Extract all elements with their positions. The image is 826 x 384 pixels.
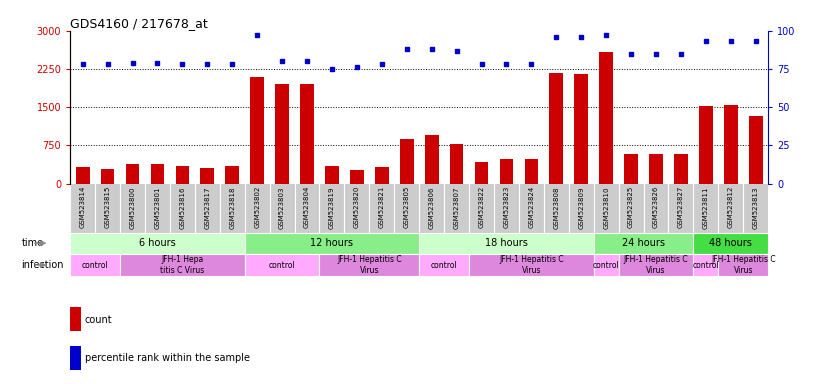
Text: JFH-1 Hepatitis C
Virus: JFH-1 Hepatitis C Virus bbox=[624, 255, 688, 275]
Bar bbox=[244, 253, 320, 276]
Text: time: time bbox=[21, 238, 44, 248]
Text: GSM523823: GSM523823 bbox=[503, 186, 510, 228]
Bar bbox=[70, 253, 120, 276]
Bar bbox=[549, 73, 563, 184]
Text: GSM523803: GSM523803 bbox=[279, 186, 285, 228]
Bar bbox=[600, 52, 613, 184]
Bar bbox=[275, 84, 289, 184]
Bar bbox=[70, 307, 81, 331]
Bar bbox=[594, 233, 693, 253]
Bar bbox=[76, 167, 89, 184]
Bar bbox=[469, 253, 594, 276]
Bar bbox=[300, 84, 314, 184]
Bar bbox=[624, 154, 638, 184]
Text: GSM523807: GSM523807 bbox=[453, 186, 459, 228]
Text: GSM523827: GSM523827 bbox=[678, 186, 684, 228]
Bar bbox=[150, 164, 164, 184]
Text: JFH-1 Hepatitis C
Virus: JFH-1 Hepatitis C Virus bbox=[499, 255, 563, 275]
Text: GSM523804: GSM523804 bbox=[304, 186, 310, 228]
Bar bbox=[500, 159, 513, 184]
Bar bbox=[475, 162, 488, 184]
Text: GSM523818: GSM523818 bbox=[230, 186, 235, 228]
Text: 48 hours: 48 hours bbox=[710, 238, 752, 248]
Bar bbox=[749, 116, 762, 184]
Bar bbox=[320, 253, 420, 276]
Bar bbox=[70, 346, 81, 369]
Bar bbox=[419, 253, 469, 276]
Bar bbox=[201, 167, 214, 184]
Text: control: control bbox=[593, 260, 620, 270]
Text: GSM523821: GSM523821 bbox=[379, 186, 385, 228]
Bar bbox=[350, 170, 363, 184]
Bar bbox=[375, 167, 389, 184]
Text: count: count bbox=[85, 314, 112, 325]
Text: GSM523810: GSM523810 bbox=[603, 186, 609, 228]
Text: 6 hours: 6 hours bbox=[139, 238, 176, 248]
Text: GSM523817: GSM523817 bbox=[204, 186, 211, 228]
Bar bbox=[724, 105, 738, 184]
Bar bbox=[699, 106, 713, 184]
Text: GSM523809: GSM523809 bbox=[578, 186, 584, 228]
Bar bbox=[525, 159, 539, 184]
Text: JFH-1 Hepatitis C
Virus: JFH-1 Hepatitis C Virus bbox=[711, 255, 776, 275]
Text: 24 hours: 24 hours bbox=[622, 238, 665, 248]
Text: control: control bbox=[430, 260, 458, 270]
Bar bbox=[619, 253, 693, 276]
Text: GSM523815: GSM523815 bbox=[105, 186, 111, 228]
Text: GSM523819: GSM523819 bbox=[329, 186, 335, 228]
Text: GSM523822: GSM523822 bbox=[478, 186, 485, 228]
Text: GSM523824: GSM523824 bbox=[529, 186, 534, 228]
Bar bbox=[101, 169, 115, 184]
Text: JFH-1 Hepatitis C
Virus: JFH-1 Hepatitis C Virus bbox=[337, 255, 401, 275]
Bar bbox=[574, 74, 588, 184]
Text: infection: infection bbox=[21, 260, 64, 270]
Text: JFH-1 Hepa
titis C Virus: JFH-1 Hepa titis C Virus bbox=[160, 255, 205, 275]
Bar bbox=[120, 253, 244, 276]
Text: GSM523800: GSM523800 bbox=[130, 186, 135, 228]
Text: GDS4160 / 217678_at: GDS4160 / 217678_at bbox=[70, 17, 208, 30]
Text: GSM523826: GSM523826 bbox=[653, 186, 659, 228]
Text: GSM523816: GSM523816 bbox=[179, 186, 185, 228]
Bar bbox=[719, 253, 768, 276]
Bar bbox=[674, 154, 688, 184]
Bar bbox=[693, 253, 719, 276]
Bar bbox=[400, 139, 414, 184]
Text: GSM523813: GSM523813 bbox=[752, 186, 759, 228]
Text: GSM523820: GSM523820 bbox=[354, 186, 360, 228]
Text: GSM523814: GSM523814 bbox=[79, 186, 86, 228]
Bar bbox=[594, 253, 619, 276]
Bar bbox=[126, 164, 140, 184]
Text: GSM523806: GSM523806 bbox=[429, 186, 434, 228]
Text: 18 hours: 18 hours bbox=[485, 238, 528, 248]
Text: GSM523812: GSM523812 bbox=[728, 186, 733, 228]
Text: control: control bbox=[82, 260, 108, 270]
Text: GSM523825: GSM523825 bbox=[628, 186, 634, 228]
Text: GSM523802: GSM523802 bbox=[254, 186, 260, 228]
Bar bbox=[449, 144, 463, 184]
Bar bbox=[425, 135, 439, 184]
Text: GSM523811: GSM523811 bbox=[703, 186, 709, 228]
Text: GSM523808: GSM523808 bbox=[553, 186, 559, 228]
Bar bbox=[244, 233, 420, 253]
Bar bbox=[250, 77, 264, 184]
Text: control: control bbox=[692, 260, 719, 270]
Bar bbox=[419, 233, 594, 253]
Bar bbox=[325, 166, 339, 184]
Bar bbox=[70, 233, 244, 253]
Bar bbox=[176, 166, 189, 184]
Bar bbox=[225, 166, 239, 184]
Text: percentile rank within the sample: percentile rank within the sample bbox=[85, 353, 249, 363]
Text: GSM523801: GSM523801 bbox=[154, 186, 160, 228]
Text: control: control bbox=[268, 260, 296, 270]
Bar bbox=[693, 233, 768, 253]
Bar bbox=[649, 154, 662, 184]
Text: 12 hours: 12 hours bbox=[311, 238, 354, 248]
Text: GSM523805: GSM523805 bbox=[404, 186, 410, 228]
